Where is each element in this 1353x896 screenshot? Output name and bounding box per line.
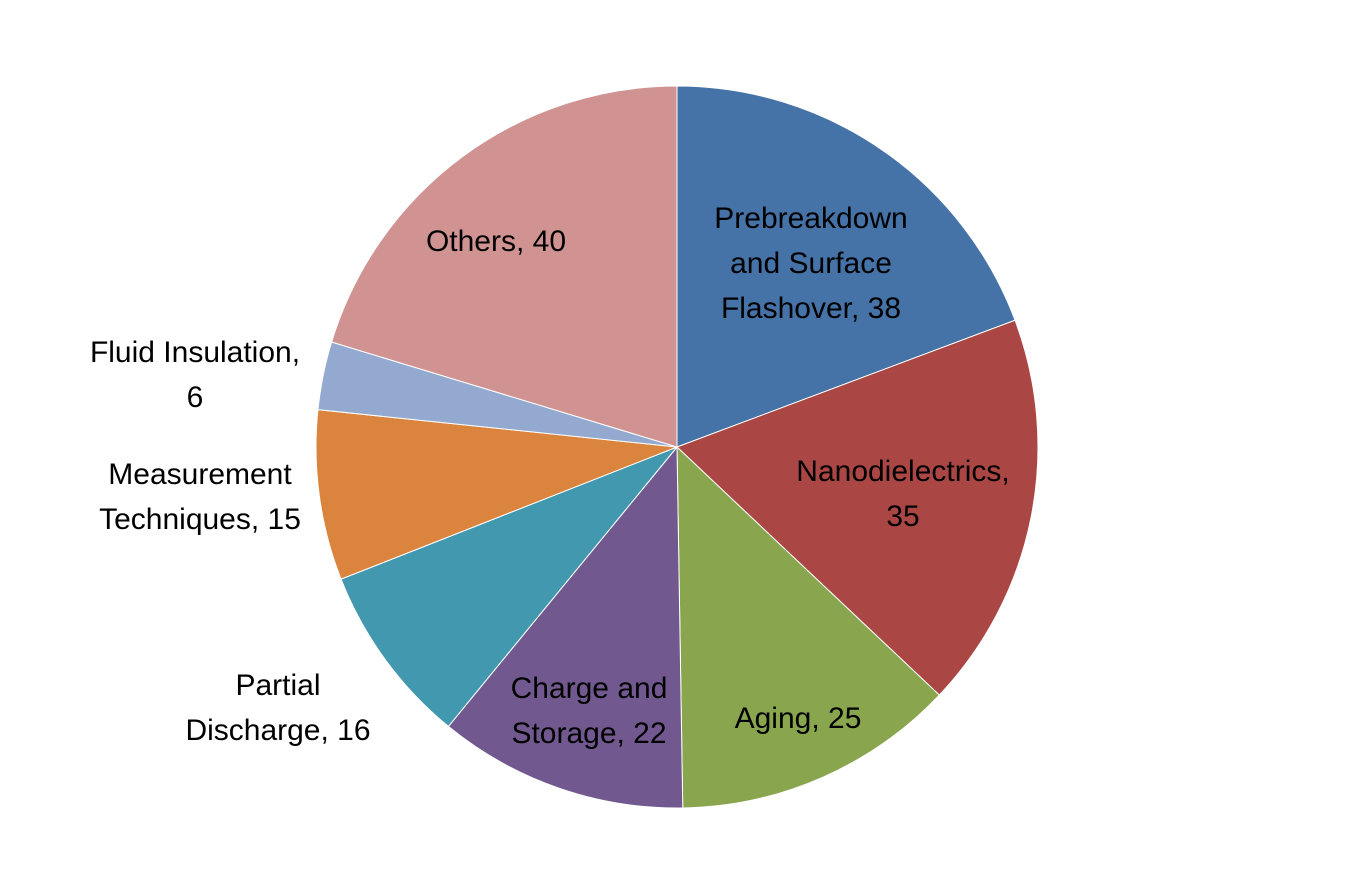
pie-slice-partial-discharge [340, 445, 679, 728]
data-label-line: Partial [235, 669, 320, 702]
pie-slice-others [330, 85, 678, 448]
data-label-others: Others, 40 [426, 225, 566, 258]
data-label-line: Discharge, 16 [185, 714, 370, 747]
data-label-prebreakdown-and-surface-flashover: Prebreakdown and Surface Flashover, 38 [714, 202, 907, 325]
pie-slice-charge-and-storage [447, 445, 684, 809]
pie-labels: Prebreakdown and Surface Flashover, 38 Nano… [90, 202, 1010, 750]
data-label-line: Aging, 25 [735, 702, 862, 735]
data-label-partial-discharge: Partial Discharge, 16 [185, 669, 370, 747]
pie-slice-nanodielectrics [676, 319, 1039, 696]
data-label-charge-and-storage: Charge and Storage, 22 [511, 672, 668, 750]
data-label-line: Storage, 22 [511, 717, 666, 750]
data-label-line: Measurement [108, 458, 292, 491]
data-label-measurement-techniques: Measurement Techniques, 15 [99, 458, 301, 536]
data-label-fluid-insulation: Fluid Insulation, 6 [90, 336, 300, 414]
data-label-line: Charge and [511, 672, 668, 705]
data-label-line: 6 [187, 381, 204, 414]
data-label-line: Nanodielectrics, [796, 455, 1009, 488]
data-label-line: Prebreakdown [714, 202, 907, 235]
pie-slice-measurement-techniques [315, 409, 678, 580]
data-label-line: and Surface [730, 247, 892, 280]
pie-slices [315, 85, 1039, 809]
data-label-line: 35 [886, 500, 919, 533]
pie-slice-aging [676, 445, 940, 809]
data-label-nanodielectrics: Nanodielectrics, 35 [796, 455, 1009, 533]
pie-slice-prebreakdown-and-surface-flashover [676, 85, 1016, 448]
data-label-line: Fluid Insulation, [90, 336, 300, 369]
data-label-line: Flashover, 38 [721, 292, 901, 325]
data-label-aging: Aging, 25 [735, 702, 862, 735]
data-label-line: Techniques, 15 [99, 503, 301, 536]
data-label-line: Others, 40 [426, 225, 566, 258]
